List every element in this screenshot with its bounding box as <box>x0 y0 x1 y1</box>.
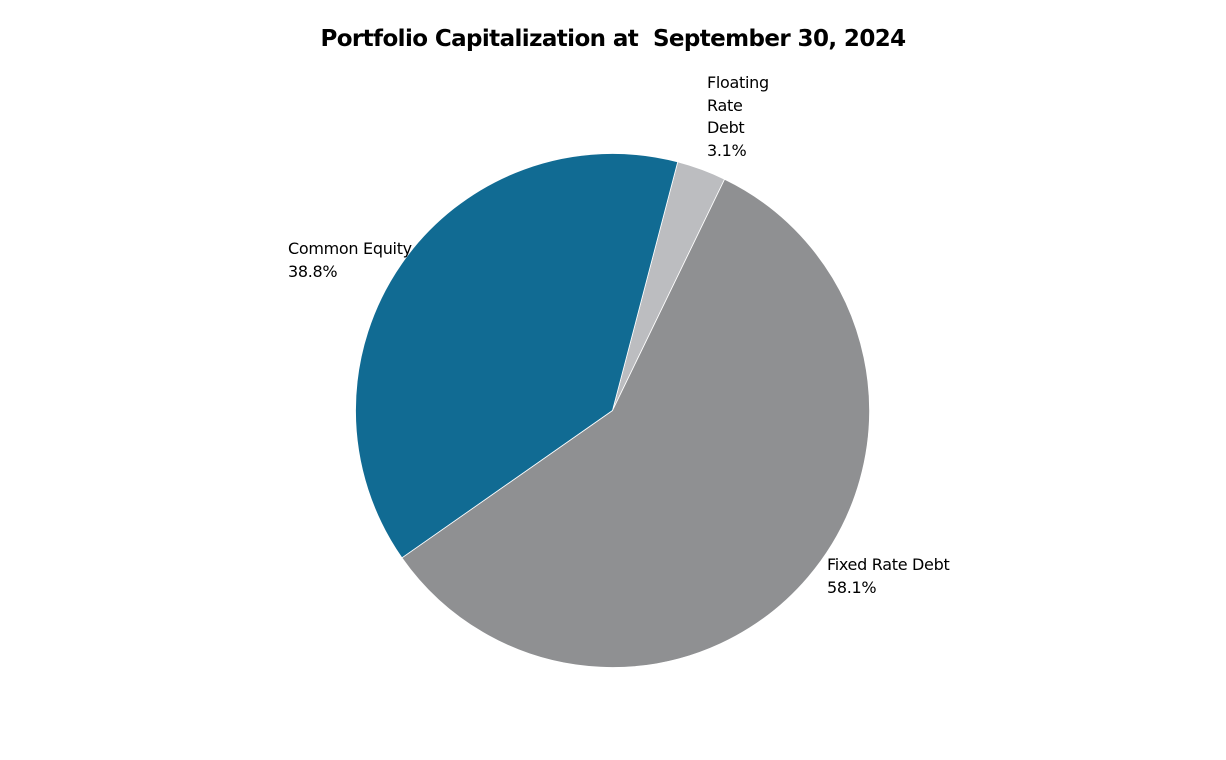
label-text: Debt <box>707 118 745 137</box>
label-common-equity: Common Equity 38.8% <box>288 238 412 283</box>
pie-slice-fixed-rate-debt <box>401 178 870 668</box>
label-text: Rate <box>707 95 743 115</box>
label-text: Floating <box>707 73 769 92</box>
label-floating-rate-debt: Floating Rate Debt 3.1% <box>707 72 769 162</box>
label-fixed-rate-debt: Fixed Rate Debt 58.1% <box>827 554 950 599</box>
label-text: Common Equity <box>288 239 412 258</box>
label-value: 3.1% <box>707 140 747 160</box>
chart-title: Portfolio Capitalization at September 30… <box>320 26 906 52</box>
pie-slice-common-equity <box>355 153 679 559</box>
label-value: 58.1% <box>827 577 877 597</box>
label-value: 38.8% <box>288 261 338 281</box>
label-text: Fixed Rate Debt <box>827 555 950 574</box>
